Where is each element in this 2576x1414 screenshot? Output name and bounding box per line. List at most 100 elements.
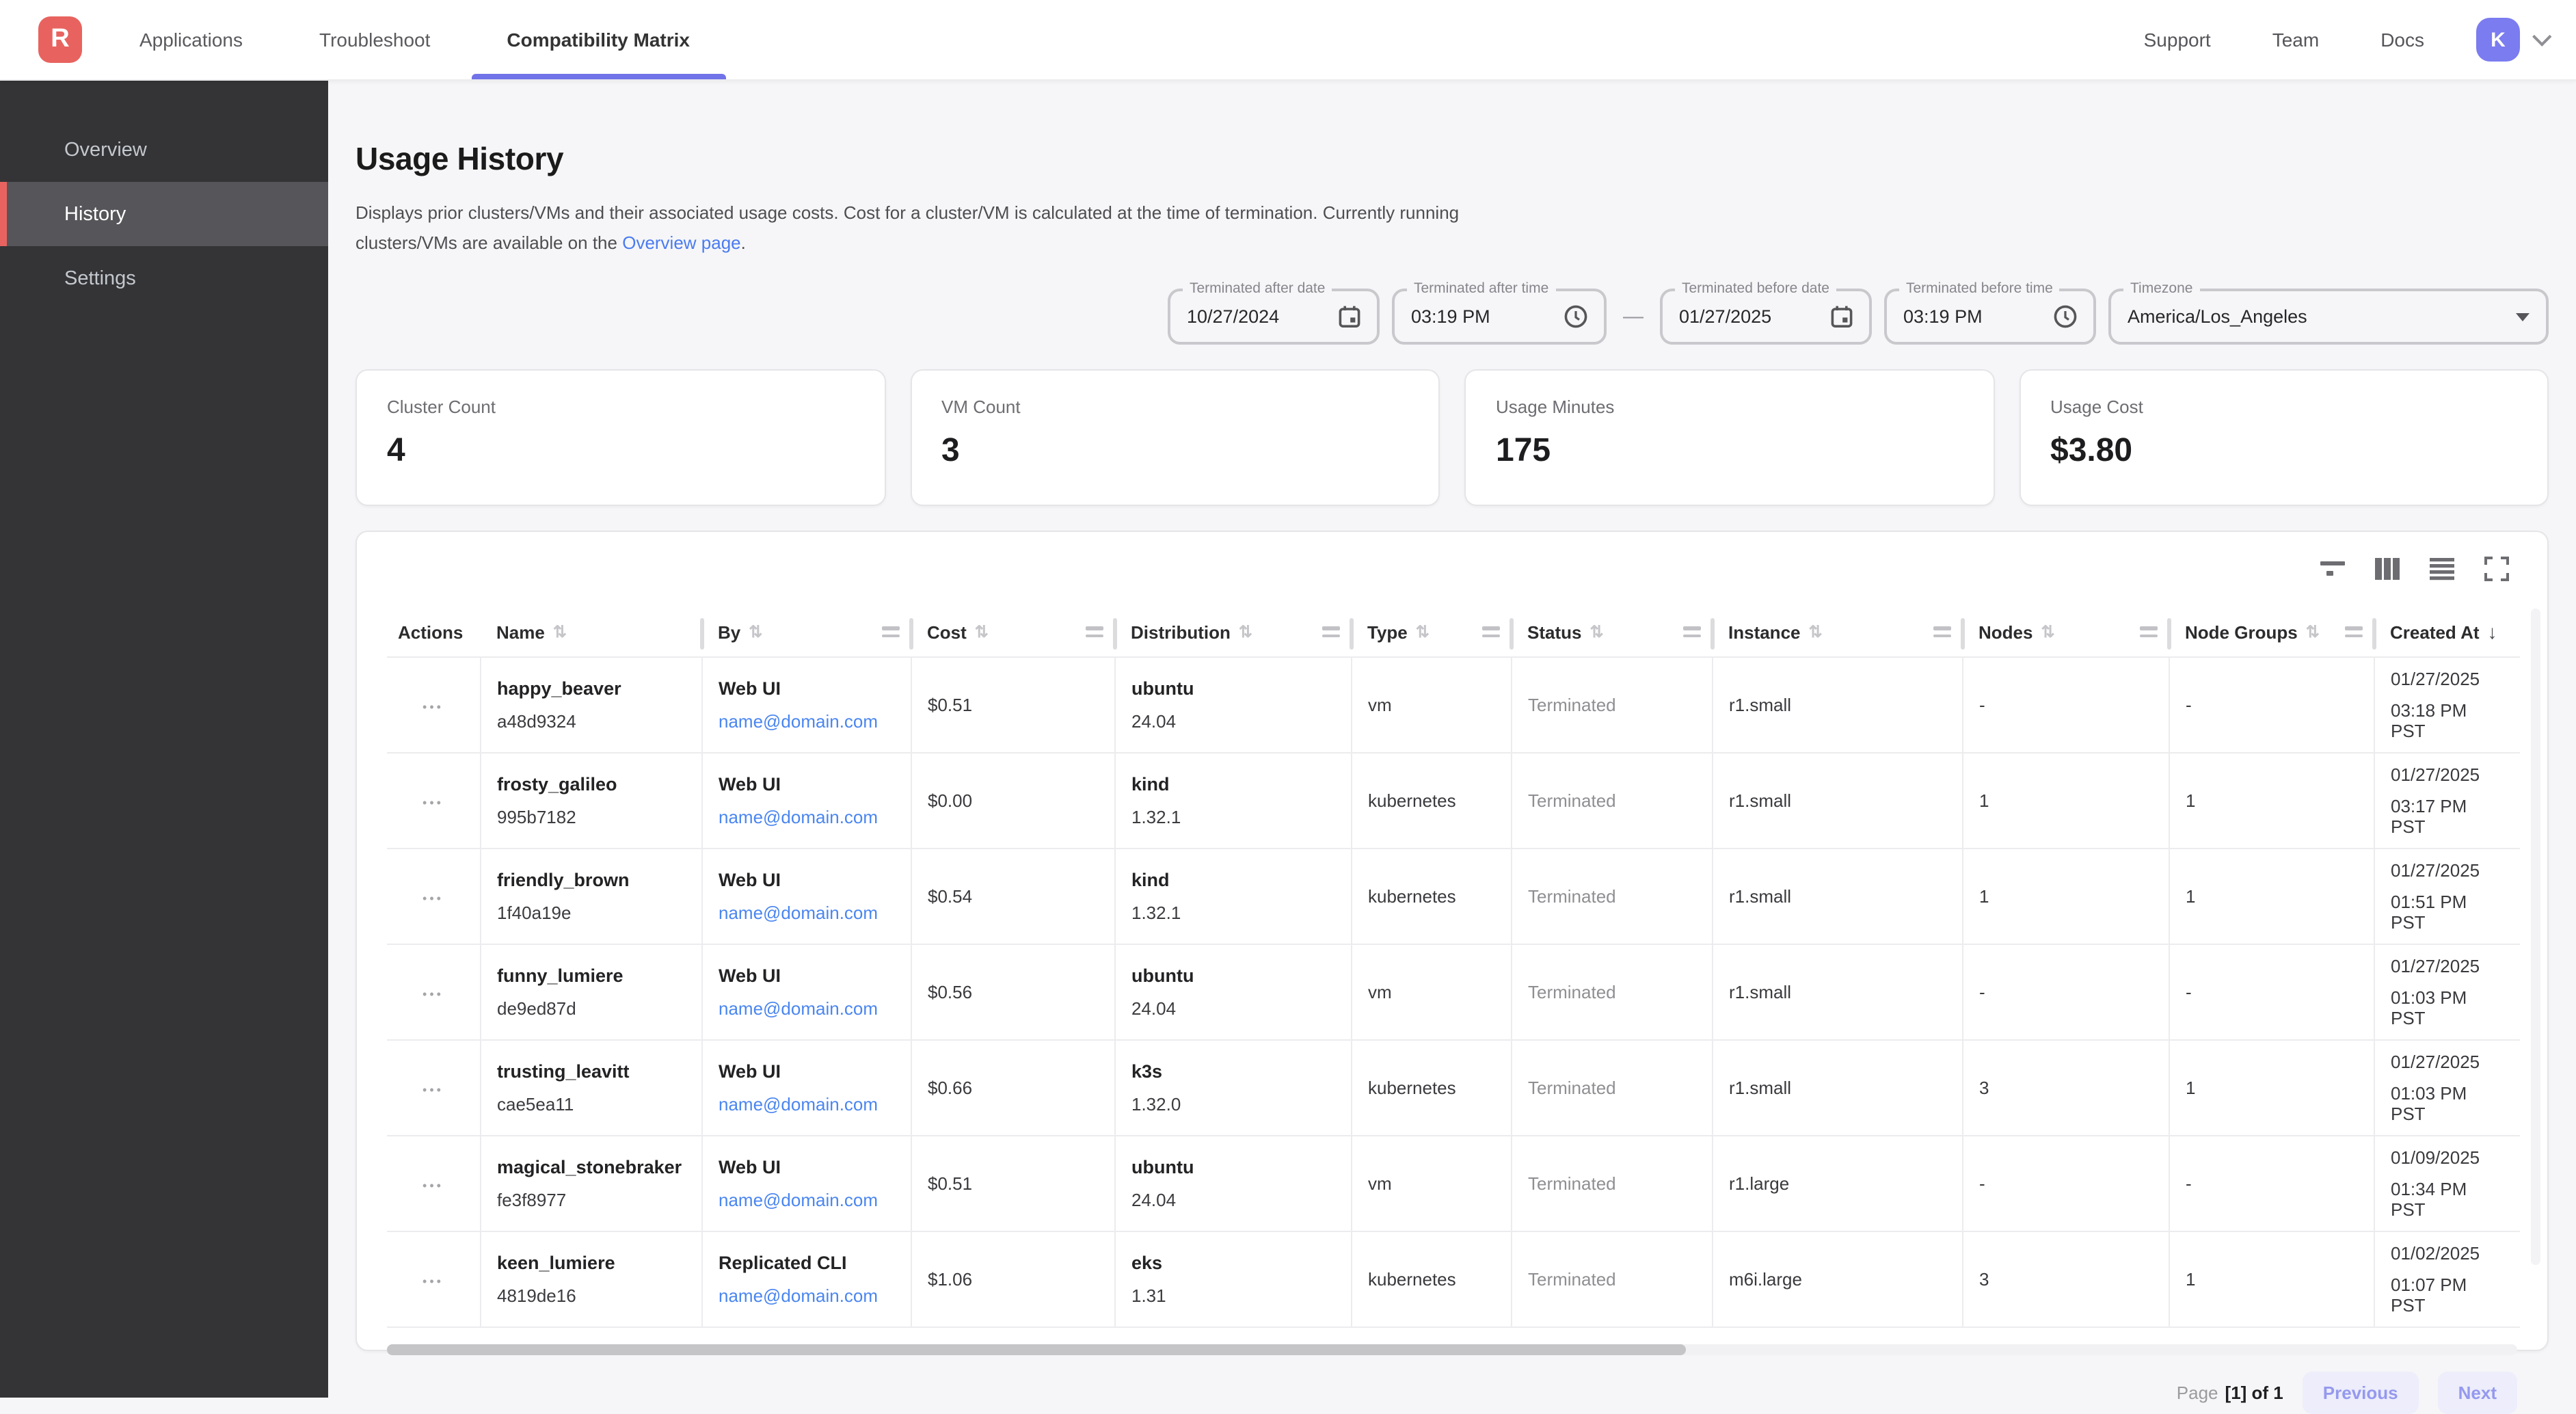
terminated-after-date-field[interactable]: Terminated after date 10/27/2024 (1168, 280, 1380, 345)
sidebar-item-overview[interactable]: Overview (64, 139, 147, 161)
clock-icon[interactable] (1564, 305, 1587, 328)
type-cell: kubernetes (1350, 1039, 1512, 1137)
tab-compatibility-matrix[interactable]: Compatibility Matrix (471, 0, 725, 79)
row-actions-button[interactable]: ••• (414, 795, 452, 811)
node-groups-cell: 1 (2168, 1231, 2374, 1329)
usage-history-table-card: Actions Name ⇅ By ⇅ Cost ⇅ Distribution ⇅ Ty… (355, 530, 2549, 1414)
page-description: Displays prior clusters/VMs and their as… (355, 202, 1460, 253)
created-at-cell: 01/27/2025 01:03 PM PST (2373, 944, 2520, 1041)
row-actions-button[interactable]: ••• (414, 986, 452, 1002)
sort-icon[interactable]: ⇅ (1238, 622, 1252, 642)
cost-cell: $0.54 (910, 848, 1115, 946)
sort-icon[interactable]: ⇅ (1415, 622, 1430, 642)
replicated-logo[interactable]: R (38, 16, 82, 63)
column-drag-icon[interactable] (1322, 626, 1340, 638)
email-link[interactable]: name@domain.com (719, 1190, 878, 1211)
team-link[interactable]: Team (2272, 29, 2320, 51)
stat-cards: Cluster Count 4 VM Count 3 Usage Minutes… (355, 369, 2549, 506)
email-link[interactable]: name@domain.com (719, 1285, 878, 1307)
chevron-down-icon (2532, 27, 2552, 46)
sort-icon[interactable]: ⇅ (1808, 622, 1823, 642)
horizontal-scrollbar[interactable] (387, 1344, 2517, 1356)
column-drag-icon[interactable] (1683, 626, 1701, 638)
sort-icon[interactable]: ⇅ (1589, 622, 1604, 642)
sort-icon[interactable]: ⇅ (974, 622, 989, 642)
column-header-instance[interactable]: Instance ⇅ (1712, 608, 1965, 657)
row-actions-button[interactable]: ••• (414, 1273, 452, 1290)
sort-icon[interactable]: ⇅ (552, 622, 567, 642)
email-link[interactable]: name@domain.com (719, 903, 878, 924)
terminated-after-time-field[interactable]: Terminated after time 03:19 PM (1392, 280, 1607, 345)
overview-page-link[interactable]: Overview page (622, 232, 741, 253)
stat-label: Usage Cost (2050, 396, 2143, 417)
account-menu[interactable]: K (2476, 18, 2552, 62)
column-header-cost[interactable]: Cost ⇅ (911, 608, 1117, 657)
calendar-icon[interactable] (1831, 305, 1853, 328)
columns-icon[interactable] (2367, 550, 2408, 586)
stat-value: $3.80 (2050, 431, 2133, 469)
nodes-cell: 3 (1961, 1039, 2169, 1137)
node-groups-cell: - (2168, 1135, 2374, 1233)
column-header-status[interactable]: Status ⇅ (1511, 608, 1715, 657)
column-drag-icon[interactable] (1482, 626, 1500, 638)
terminated-before-date-field[interactable]: Terminated before date 01/27/2025 (1660, 280, 1872, 345)
column-header-type[interactable]: Type ⇅ (1351, 608, 1514, 657)
distribution: ubuntu (1131, 678, 1194, 699)
scrollbar-thumb[interactable] (387, 1344, 1687, 1356)
column-header-node-groups[interactable]: Node Groups ⇅ (2169, 608, 2376, 657)
node-groups-cell: - (2168, 944, 2374, 1041)
docs-link[interactable]: Docs (2380, 29, 2424, 51)
email-link[interactable]: name@domain.com (719, 807, 878, 828)
column-header-created-at[interactable]: Created At ↓ (2390, 621, 2497, 643)
filter-icon[interactable] (2312, 550, 2353, 586)
cost-cell: $0.66 (910, 1039, 1115, 1137)
sort-desc-icon[interactable]: ↓ (2487, 621, 2497, 643)
email-link[interactable]: name@domain.com (719, 1094, 878, 1115)
distribution-version: 24.04 (1131, 711, 1177, 732)
status-cell: Terminated (1510, 752, 1713, 850)
avatar[interactable]: K (2476, 18, 2520, 62)
tab-applications[interactable]: Applications (139, 29, 243, 51)
fullscreen-icon[interactable] (2476, 550, 2517, 586)
row-actions-button[interactable]: ••• (414, 1177, 452, 1194)
table-row: ••• trusting_leavitt cae5ea11 Web UI name@… (387, 1039, 2520, 1137)
support-link[interactable]: Support (2143, 29, 2211, 51)
clock-icon[interactable] (2054, 305, 2077, 328)
type-cell: vm (1350, 944, 1512, 1041)
column-drag-icon[interactable] (2140, 626, 2158, 638)
cluster-count-card: Cluster Count 4 (355, 369, 885, 506)
previous-page-button[interactable]: Previous (2302, 1372, 2419, 1414)
sidebar-item-history[interactable]: History (0, 182, 328, 246)
density-icon[interactable] (2421, 550, 2463, 586)
sidebar-item-settings[interactable]: Settings (64, 267, 136, 289)
column-header-distribution[interactable]: Distribution ⇅ (1114, 608, 1354, 657)
field-label: Terminated before date (1675, 280, 1836, 297)
sort-icon[interactable]: ⇅ (749, 622, 763, 642)
column-drag-icon[interactable] (2345, 626, 2363, 638)
column-drag-icon[interactable] (1086, 626, 1103, 638)
sort-icon[interactable]: ⇅ (2305, 622, 2320, 642)
row-actions-button[interactable]: ••• (414, 1082, 452, 1098)
next-page-button[interactable]: Next (2437, 1372, 2517, 1414)
terminated-before-time-field[interactable]: Terminated before time 03:19 PM (1884, 280, 2096, 345)
vertical-scrollbar[interactable] (2531, 608, 2540, 1265)
email-link[interactable]: name@domain.com (719, 998, 878, 1019)
column-drag-icon[interactable] (882, 626, 900, 638)
node-groups-cell: 1 (2168, 848, 2374, 946)
tab-troubleshoot[interactable]: Troubleshoot (319, 29, 431, 51)
nodes-cell: - (1961, 1135, 2169, 1233)
column-header-by[interactable]: By ⇅ (701, 608, 913, 657)
column-header-name[interactable]: Name ⇅ (480, 608, 704, 657)
created-at-cell: 01/27/2025 03:17 PM PST (2373, 752, 2520, 850)
sort-icon[interactable]: ⇅ (2041, 622, 2055, 642)
cluster-id: 4819de16 (497, 1285, 576, 1307)
nodes-cell: - (1961, 656, 2169, 754)
nodes-cell: 1 (1961, 752, 2169, 850)
calendar-icon[interactable] (1339, 305, 1360, 328)
column-drag-icon[interactable] (1933, 626, 1951, 638)
row-actions-button[interactable]: ••• (414, 890, 452, 907)
row-actions-button[interactable]: ••• (414, 699, 452, 715)
timezone-select[interactable]: Timezone America/Los_Angeles (2108, 280, 2549, 345)
column-header-nodes[interactable]: Nodes ⇅ (1962, 608, 2171, 657)
email-link[interactable]: name@domain.com (719, 711, 878, 732)
